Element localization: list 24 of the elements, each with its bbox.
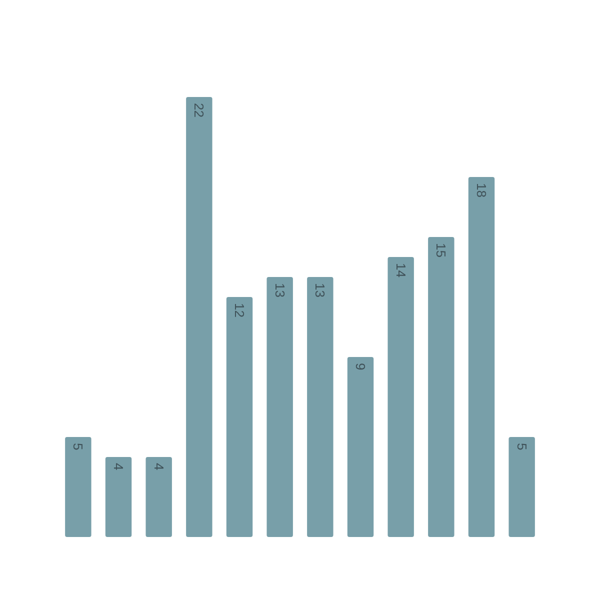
data-label: 22 — [192, 103, 207, 118]
bar — [186, 97, 212, 537]
data-label: 4 — [151, 463, 166, 470]
bar — [508, 437, 535, 537]
data-label: 14 — [393, 263, 408, 278]
bar — [347, 357, 374, 537]
bar — [388, 257, 414, 537]
data-label: 5 — [514, 443, 530, 450]
data-label: 18 — [474, 183, 489, 198]
data-label: 15 — [434, 243, 449, 258]
data-label: 9 — [352, 363, 368, 370]
bar — [266, 277, 293, 537]
data-label: 13 — [312, 283, 328, 298]
bar — [428, 237, 454, 537]
bar — [307, 277, 334, 537]
bar — [226, 297, 253, 537]
bar — [105, 457, 132, 537]
bar — [468, 177, 495, 537]
data-label: 5 — [70, 443, 86, 450]
bar — [65, 437, 92, 537]
data-label: 12 — [232, 303, 247, 318]
data-label: 4 — [110, 463, 126, 470]
data-label: 13 — [272, 283, 288, 298]
bar — [146, 457, 172, 537]
